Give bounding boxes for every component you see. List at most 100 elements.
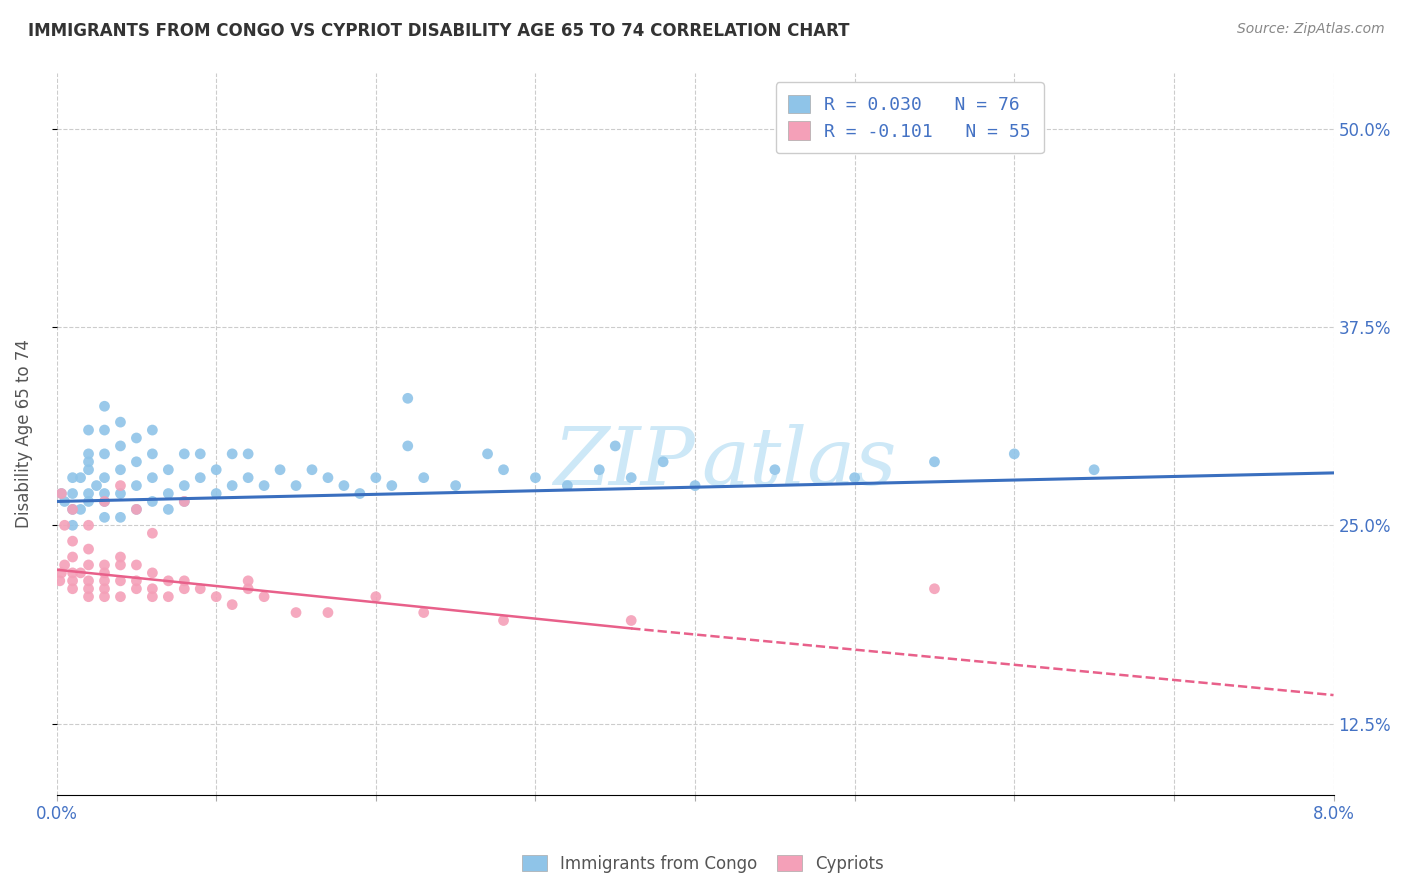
Point <box>588 463 610 477</box>
Point <box>110 558 132 572</box>
Point <box>77 494 100 508</box>
Point <box>110 463 132 477</box>
Point <box>412 470 434 484</box>
Point <box>141 566 163 580</box>
Point <box>86 478 108 492</box>
Point <box>110 549 132 564</box>
Point <box>557 478 579 492</box>
Point <box>125 431 148 445</box>
Point <box>77 542 100 557</box>
Point <box>157 574 180 588</box>
Point <box>62 566 84 580</box>
Point <box>924 582 946 596</box>
Point <box>236 470 259 484</box>
Point <box>93 582 115 596</box>
Point <box>62 502 84 516</box>
Point <box>316 470 339 484</box>
Point <box>173 494 195 508</box>
Point <box>253 590 276 604</box>
Point <box>316 606 339 620</box>
Point <box>77 423 100 437</box>
Point <box>683 478 706 492</box>
Point <box>1083 463 1105 477</box>
Point <box>93 423 115 437</box>
Point <box>1002 447 1025 461</box>
Point <box>412 606 434 620</box>
Point <box>524 470 547 484</box>
Point <box>141 582 163 596</box>
Point <box>110 486 132 500</box>
Point <box>364 470 387 484</box>
Point <box>125 574 148 588</box>
Point <box>188 470 211 484</box>
Text: atlas: atlas <box>702 425 897 501</box>
Point <box>141 590 163 604</box>
Point <box>110 574 132 588</box>
Point <box>301 463 323 477</box>
Point <box>62 574 84 588</box>
Text: IMMIGRANTS FROM CONGO VS CYPRIOT DISABILITY AGE 65 TO 74 CORRELATION CHART: IMMIGRANTS FROM CONGO VS CYPRIOT DISABIL… <box>28 22 849 40</box>
Point <box>605 439 627 453</box>
Point <box>93 486 115 500</box>
Point <box>269 463 291 477</box>
Point <box>125 502 148 516</box>
Point <box>763 463 786 477</box>
Point <box>62 470 84 484</box>
Point <box>69 502 91 516</box>
Point <box>93 590 115 604</box>
Point <box>110 590 132 604</box>
Point <box>141 470 163 484</box>
Legend: R = 0.030   N = 76, R = -0.101   N = 55: R = 0.030 N = 76, R = -0.101 N = 55 <box>776 82 1043 153</box>
Point <box>110 439 132 453</box>
Point <box>93 574 115 588</box>
Point <box>221 598 243 612</box>
Legend: Immigrants from Congo, Cypriots: Immigrants from Congo, Cypriots <box>515 848 891 880</box>
Point <box>93 494 115 508</box>
Text: Source: ZipAtlas.com: Source: ZipAtlas.com <box>1237 22 1385 37</box>
Point <box>141 494 163 508</box>
Point <box>125 478 148 492</box>
Point <box>141 447 163 461</box>
Point <box>51 566 73 580</box>
Point <box>110 415 132 429</box>
Point <box>110 510 132 524</box>
Point <box>62 518 84 533</box>
Point <box>62 534 84 549</box>
Point <box>93 447 115 461</box>
Point <box>141 423 163 437</box>
Point <box>492 463 515 477</box>
Point <box>77 455 100 469</box>
Point <box>173 478 195 492</box>
Point <box>62 502 84 516</box>
Point <box>333 478 356 492</box>
Point <box>188 582 211 596</box>
Point <box>77 590 100 604</box>
Point <box>188 447 211 461</box>
Point <box>53 494 76 508</box>
Point <box>173 582 195 596</box>
Point <box>157 502 180 516</box>
Point <box>620 470 643 484</box>
Point <box>620 614 643 628</box>
Point <box>396 439 419 453</box>
Text: ZIP: ZIP <box>554 425 695 501</box>
Point <box>205 590 228 604</box>
Point <box>49 574 72 588</box>
Point <box>157 486 180 500</box>
Point <box>652 455 675 469</box>
Point <box>62 582 84 596</box>
Point <box>381 478 404 492</box>
Point <box>53 518 76 533</box>
Point <box>477 447 499 461</box>
Point <box>285 606 308 620</box>
Point <box>236 582 259 596</box>
Point <box>53 558 76 572</box>
Point <box>396 392 419 406</box>
Point <box>77 518 100 533</box>
Point <box>125 502 148 516</box>
Point <box>141 526 163 541</box>
Point <box>77 574 100 588</box>
Point <box>62 486 84 500</box>
Point <box>236 447 259 461</box>
Y-axis label: Disability Age 65 to 74: Disability Age 65 to 74 <box>15 340 32 528</box>
